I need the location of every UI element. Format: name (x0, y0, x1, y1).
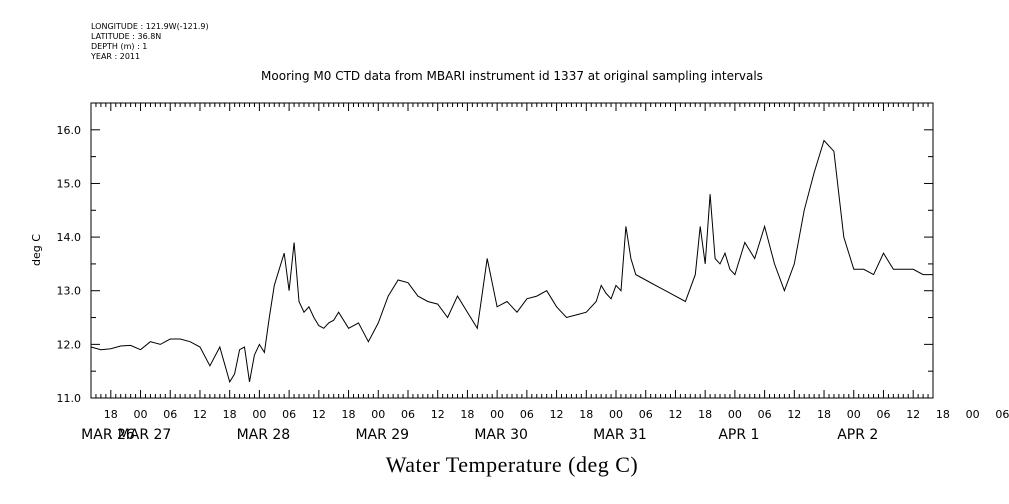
x-tick-label: 18 (936, 408, 950, 421)
plot-frame (90, 102, 934, 399)
x-tick-label: 12 (193, 408, 207, 421)
x-tick-label: 00 (134, 408, 148, 421)
x-tick-label: 06 (282, 408, 296, 421)
x-tick-label: 06 (995, 408, 1009, 421)
x-tick-label: 06 (876, 408, 890, 421)
x-day-label: MAR 27 (118, 427, 172, 443)
x-tick-labels: 18 00 06 12 18 00 06 12 18 00 06 12 18 00 06 12 18 00 06 12… (104, 408, 1009, 421)
x-tick-label: 12 (787, 408, 801, 421)
metadata-block: LONGITUDE : 121.9W(-121.9) LATITUDE : 36… (91, 22, 209, 62)
series-line-water-temperature (90, 139, 933, 384)
x-tick-label: 18 (460, 408, 474, 421)
y-tick-label: 16.0 (57, 124, 82, 137)
x-tick-label: 18 (698, 408, 712, 421)
x-tick-label: 00 (371, 408, 385, 421)
x-day-label: APR 1 (718, 427, 759, 443)
x-tick-label: 00 (252, 408, 266, 421)
y-axis-label: deg C (30, 234, 43, 266)
y-tick-label: 15.0 (57, 177, 82, 190)
x-tick-label: 12 (431, 408, 445, 421)
y-tick-label: 11.0 (57, 392, 82, 405)
latitude-text: LATITUDE : 36.8N (91, 32, 162, 41)
x-tick-label: 12 (668, 408, 682, 421)
y-tick-label: 13.0 (57, 285, 82, 298)
depth-text: DEPTH (m) : 1 (91, 42, 148, 51)
x-tick-label: 18 (817, 408, 831, 421)
x-axis-caption: Water Temperature (deg C) (385, 452, 639, 477)
x-day-label: MAR 29 (355, 427, 409, 443)
y-tick-labels: 11.0 12.0 13.0 14.0 15.0 16.0 (57, 124, 82, 405)
x-tick-label: 12 (312, 408, 326, 421)
x-tick-label: 06 (639, 408, 653, 421)
longitude-text: LONGITUDE : 121.9W(-121.9) (91, 22, 209, 31)
x-tick-label: 18 (223, 408, 237, 421)
x-tick-label: 06 (758, 408, 772, 421)
x-tick-label: 00 (966, 408, 980, 421)
x-day-label: MAR 30 (474, 427, 528, 443)
x-tick-label: 00 (847, 408, 861, 421)
x-tick-label: 18 (579, 408, 593, 421)
x-tick-label: 00 (609, 408, 623, 421)
x-tick-label: 06 (401, 408, 415, 421)
x-day-label: MAR 26 (81, 427, 135, 443)
y-tick-label: 12.0 (57, 338, 82, 351)
x-day-label: MAR 28 (237, 427, 291, 443)
x-tick-label: 18 (342, 408, 356, 421)
x-tick-label: 00 (728, 408, 742, 421)
x-day-label: MAR 31 (593, 427, 647, 443)
x-tick-label: 12 (906, 408, 920, 421)
year-text: YEAR : 2011 (91, 52, 141, 61)
y-tick-label: 14.0 (57, 231, 82, 244)
x-tick-label: 06 (520, 408, 534, 421)
axis-ticks (90, 102, 934, 399)
x-tick-label: 00 (490, 408, 504, 421)
x-tick-label: 06 (163, 408, 177, 421)
x-tick-label: 18 (104, 408, 118, 421)
x-tick-label: 12 (550, 408, 564, 421)
chart-title: Mooring M0 CTD data from MBARI instrumen… (261, 69, 763, 83)
x-day-label: APR 2 (837, 427, 878, 443)
